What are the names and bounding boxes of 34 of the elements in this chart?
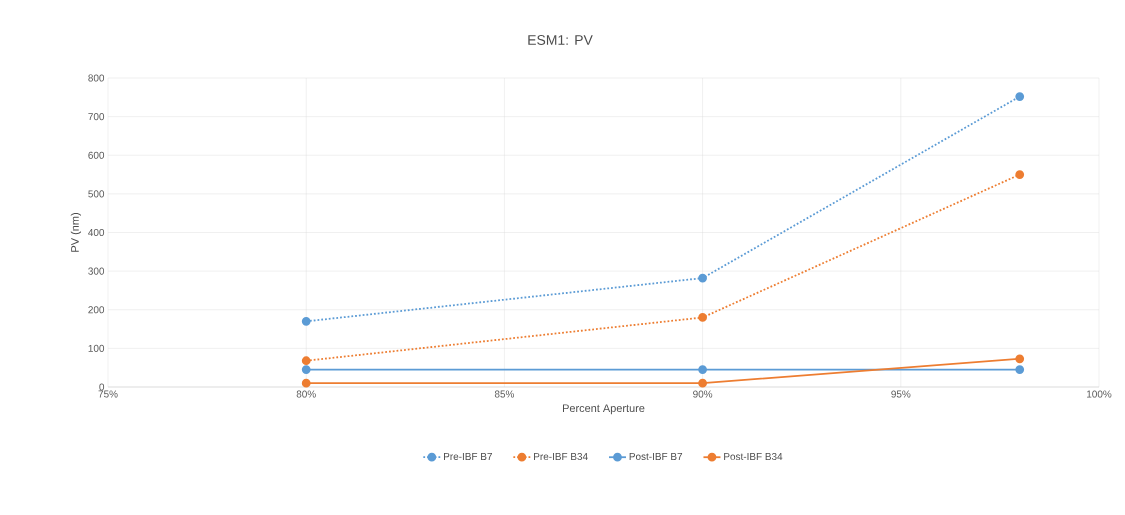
point (1015, 365, 1025, 375)
y-axis-title: PV (nm) (70, 213, 82, 252)
chart-title: ESM1: PV (528, 35, 593, 45)
y-tick-label: 700 (88, 113, 105, 121)
point (301, 378, 311, 388)
point (301, 316, 311, 326)
y-tick-label: 800 (88, 74, 105, 82)
y-tick-label: 300 (88, 267, 105, 275)
point (698, 378, 707, 388)
x-tick-label: 75% (98, 390, 118, 398)
y-tick-label: 600 (88, 151, 105, 159)
y-tick-label: 0 (99, 383, 105, 391)
x-tick-label: 85% (494, 390, 515, 398)
point (698, 365, 707, 375)
y-tick-label: 100 (88, 344, 105, 352)
point (1015, 92, 1025, 101)
legend-label: Pre-IBF B7 (444, 453, 492, 460)
y-tick-label: 500 (88, 190, 105, 198)
y-tick-label: 400 (88, 228, 105, 237)
point (1015, 354, 1025, 364)
x-tick-label: 100% (1087, 390, 1112, 398)
x-tick-label: 95% (891, 390, 911, 398)
point (1015, 170, 1025, 179)
x-axis-title: Percent Aperture (562, 404, 645, 415)
legend-label: Pre-IBF B34 (534, 452, 588, 461)
x-tick-label: 90% (693, 390, 713, 398)
x-tick-label: 80% (296, 390, 316, 398)
y-tick-label: 200 (88, 306, 105, 314)
legend-label: Post-IBF B7 (629, 453, 683, 460)
point (698, 273, 707, 283)
legend-label: Post-IBF B34 (724, 452, 783, 461)
point (301, 365, 311, 375)
point (698, 313, 707, 322)
point (301, 356, 311, 366)
